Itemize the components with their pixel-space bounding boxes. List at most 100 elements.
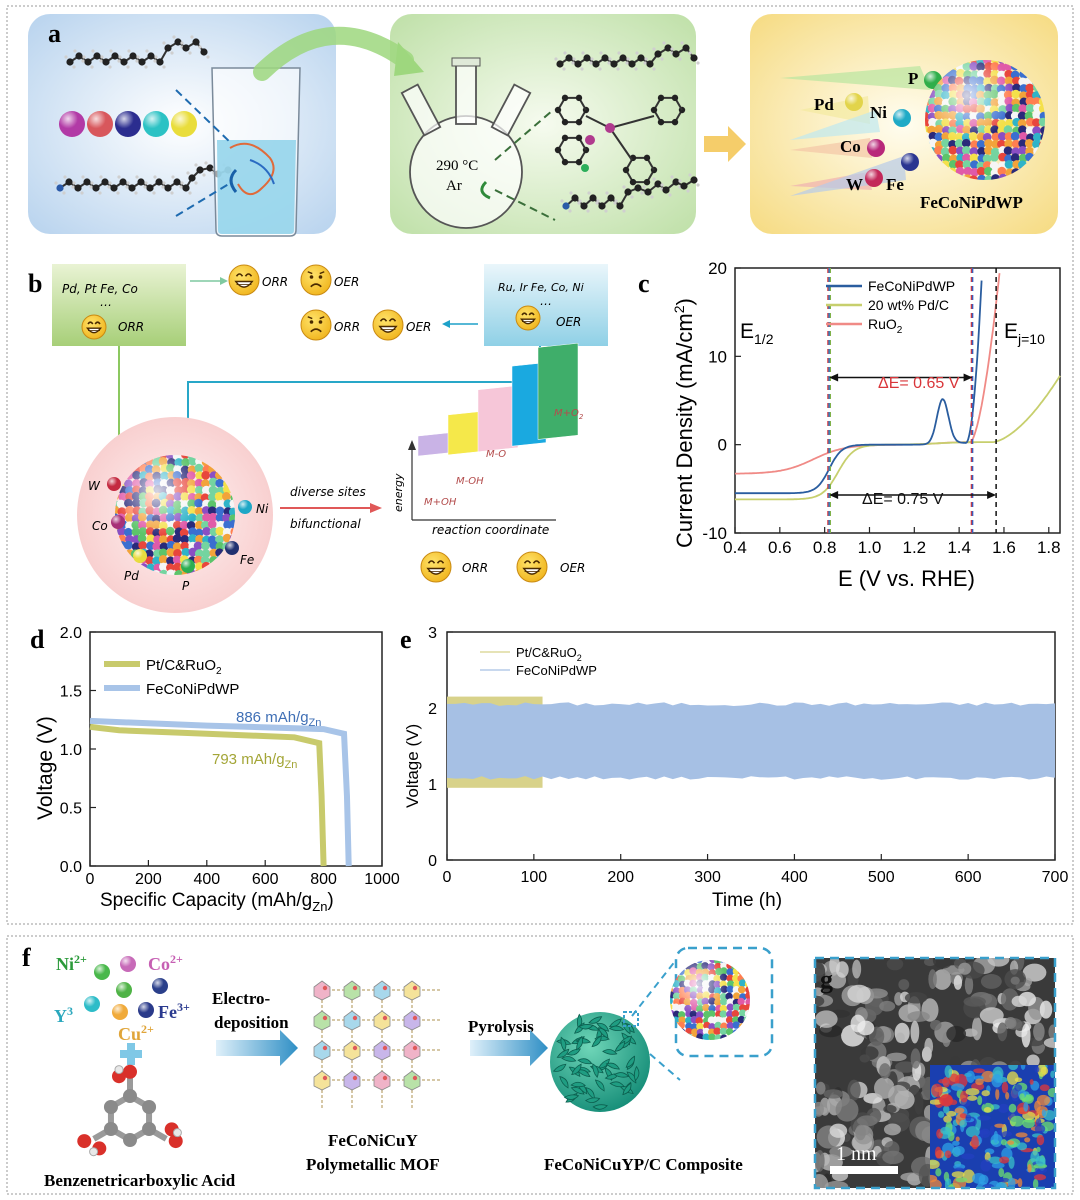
beaker-icon xyxy=(175,67,301,237)
chart-d-frame xyxy=(89,631,383,867)
svg-text:Pd: Pd xyxy=(124,569,139,583)
x-tick-label: 300 xyxy=(694,869,721,886)
svg-text:W: W xyxy=(88,479,101,493)
x-tick-label: 200 xyxy=(135,871,162,888)
el-co-label: Co xyxy=(840,137,861,156)
sphere-atom xyxy=(738,1028,747,1036)
happy-face-icon xyxy=(228,264,260,296)
mof-node xyxy=(373,980,391,1001)
chart-d-xlabel: Specific Capacity (mAh/gZn) xyxy=(100,890,334,914)
x-tick-label: 1000 xyxy=(364,871,400,888)
e-j10-label: Ej=10 xyxy=(1004,320,1045,347)
sphere-el-pd: Pd xyxy=(124,549,147,583)
flower-petal xyxy=(570,1081,586,1088)
chart-c-ylabel: Current Density (mA/cm2) xyxy=(671,298,697,548)
row1-oer-label: OER xyxy=(334,275,359,289)
y-tick-label: 2 xyxy=(428,701,437,718)
y-tick-label: 1.5 xyxy=(60,684,82,701)
box-left-line2: … xyxy=(100,295,112,309)
el-w-label: W xyxy=(846,175,863,194)
flower-composite-particle xyxy=(550,1012,650,1112)
legend-label: Pt/C&RuO2 xyxy=(516,645,582,663)
arrow-to-flask-head xyxy=(394,42,424,76)
x-tick-label: 500 xyxy=(868,869,895,886)
sphere-highlight xyxy=(115,455,235,575)
flower-petal xyxy=(609,1081,625,1088)
arrow-bottom-text: bifunctional xyxy=(290,517,361,531)
x-tick-label: 0.8 xyxy=(813,538,837,557)
ion-co: Co2+ xyxy=(148,952,183,974)
panel-label-d: d xyxy=(30,625,45,654)
three-neck-flask-icon xyxy=(400,57,556,229)
panel-c: c 0.4 0.6 0.8 1.0 1.2 1.4 1.6 1.8 -10 0 10 20 FeCoNi… xyxy=(638,259,1061,591)
legend-label: FeCoNiPdWP xyxy=(868,278,955,294)
legend-label: RuO2 xyxy=(868,316,903,336)
delta-e-075: ΔE= 0.75 V xyxy=(862,491,944,508)
sphere-atom xyxy=(670,974,675,983)
flask-atmosphere: Ar xyxy=(446,178,462,194)
flower-petal xyxy=(561,1056,577,1062)
sphere-el-co: Co xyxy=(92,515,125,533)
mof-node xyxy=(313,1070,331,1091)
x-tick-label: 200 xyxy=(607,869,634,886)
row2-orr-label: ORR xyxy=(334,320,360,334)
frame-top xyxy=(6,5,1074,925)
panel-label-f: f xyxy=(22,943,31,972)
acid-label: Benzenetricarboxylic Acid xyxy=(44,1171,236,1190)
el-p-label: P xyxy=(908,69,918,88)
chart-c-xlabel: E (V vs. RHE) xyxy=(838,566,975,591)
mof-node xyxy=(403,1070,421,1091)
chart-e-content: 0 100 200 300 400 500 600 700 0 1 2 3 Pt/C&RuO2FeCoN… xyxy=(428,625,1068,886)
sphere-atom xyxy=(689,960,697,964)
mof-node xyxy=(343,1040,361,1061)
mof-node xyxy=(313,1010,331,1031)
panel-label-c: c xyxy=(638,269,650,298)
sphere-highlight xyxy=(670,960,750,1040)
x-tick-label: 1.8 xyxy=(1037,538,1061,557)
x-tick-label: 1.6 xyxy=(992,538,1016,557)
sphere-el-fe: Fe xyxy=(225,541,254,567)
y-tick-label: 0 xyxy=(718,436,727,455)
bottom-orr-label: ORR xyxy=(462,561,488,575)
flower-petal xyxy=(592,1063,599,1078)
flask-temperature: 290 °C xyxy=(436,158,478,174)
element-balls-a: P Pd Ni Co W Fe xyxy=(814,69,942,194)
mof-node xyxy=(373,1010,391,1031)
mof-node xyxy=(373,1070,391,1091)
x-tick-label: 1.2 xyxy=(902,538,926,557)
flower-petal xyxy=(577,1058,593,1065)
sad-face-icon xyxy=(300,264,332,296)
flower-petal xyxy=(614,1040,626,1052)
flower-petal xyxy=(596,1022,610,1032)
panel-a: a xyxy=(28,14,1058,237)
energy-bar xyxy=(537,342,579,440)
frame-bottom xyxy=(6,935,1074,1195)
happy-face-icon xyxy=(420,551,452,583)
chart-c-frame xyxy=(734,267,1061,534)
flower-petal xyxy=(584,1097,601,1103)
product-label: FeCoNiPdWP xyxy=(920,193,1023,212)
composite-label: FeCoNiCuYP/C Composite xyxy=(544,1155,743,1174)
energy-bars: M+OH M-OH M-O M+O2 xyxy=(417,342,584,508)
mof-node xyxy=(313,980,331,1001)
flower-petal xyxy=(592,1104,608,1110)
ion-balls xyxy=(84,956,168,1020)
legend-label: FeCoNiPdWP xyxy=(146,681,239,698)
scale-bar-label: 1 nm xyxy=(836,1143,877,1165)
legend-label: 20 wt% Pd/C xyxy=(868,297,949,313)
y-tick-label: 20 xyxy=(708,259,727,278)
e-half-label: E1/2 xyxy=(740,320,774,347)
x-tick-label: 0.6 xyxy=(768,538,792,557)
flower-petal xyxy=(605,1062,621,1070)
arrow-to-product xyxy=(704,126,746,162)
panel-e: e 0 100 200 300 400 500 600 700 0 1 2 3 Pt/C&RuO2FeC… xyxy=(400,625,1068,911)
panel-label-g: g xyxy=(820,965,833,994)
emoji-icons xyxy=(81,264,548,583)
svg-text:Ni: Ni xyxy=(256,502,269,516)
series-ptc-ruo2 xyxy=(89,723,327,867)
sphere-atom xyxy=(725,960,733,964)
y-tick-label: 0.0 xyxy=(60,859,82,876)
mof-node xyxy=(373,1040,391,1061)
box-right-reaction: OER xyxy=(556,315,581,329)
sphere-el-ni: Ni xyxy=(238,500,269,516)
